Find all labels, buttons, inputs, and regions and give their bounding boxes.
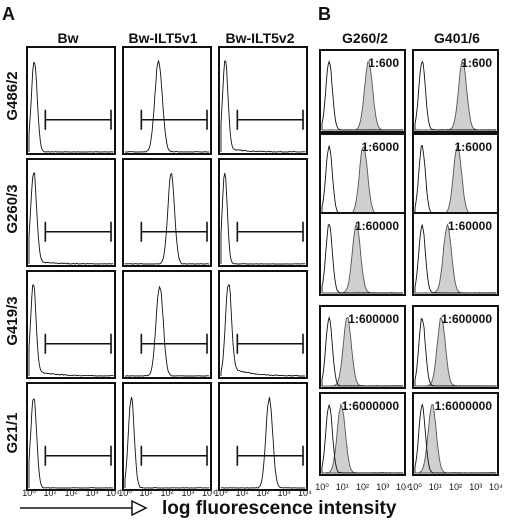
x-tick-label: 10¹ [43, 488, 56, 498]
dilution-label: 1:6000000 [435, 399, 493, 413]
histogram-trace [28, 62, 114, 153]
histogram-trace [28, 284, 114, 377]
panel-b-histograms: 1:600 1:600 1:6000 1:6000 1:60000 1:60000 1:60… [319, 49, 499, 476]
histogram-frame [26, 382, 116, 491]
panel-b-col-header: G401/6 [434, 30, 480, 46]
histogram-frame [412, 305, 499, 389]
x-tick-label: 10¹ [139, 488, 152, 498]
control-histogram [414, 60, 497, 131]
control-histogram [321, 60, 404, 131]
panel-a-col-header: Bw [58, 30, 79, 46]
x-tick-label: 10³ [469, 482, 482, 492]
x-tick-label: 10⁰ [214, 488, 228, 498]
histogram-frame [412, 212, 499, 296]
x-tick-label: 10³ [85, 488, 98, 498]
histogram-trace [125, 59, 209, 153]
panel-a-row-label: G21/1 [4, 413, 21, 454]
dilution-label: 1:60000 [448, 219, 492, 233]
dilution-label: 1:600000 [348, 312, 399, 326]
control-histogram [321, 404, 403, 474]
dilution-label: 1:6000 [362, 140, 400, 154]
panel-a-letter: A [2, 4, 15, 24]
histogram-trace [28, 398, 113, 489]
dilution-label: 1:60000 [355, 219, 399, 233]
control-histogram [321, 316, 403, 387]
x-tick-label: 10¹ [336, 482, 349, 492]
histogram-trace [220, 60, 306, 153]
panel-a-histograms [26, 46, 308, 491]
panel-b-col-header: G260/2 [342, 30, 388, 46]
histogram-trace [220, 173, 306, 265]
x-tick-label: 10⁴ [106, 488, 120, 498]
histogram-frame [218, 270, 308, 379]
x-tick-label: 10³ [376, 482, 389, 492]
histogram-frame [319, 305, 406, 389]
control-histogram [321, 224, 403, 294]
histogram-trace [220, 397, 305, 489]
x-tick-label: 10³ [181, 488, 194, 498]
x-axis-label: log fluorescence intensity [162, 498, 397, 519]
x-tick-label: 10⁰ [315, 482, 329, 492]
histogram-trace [124, 172, 210, 265]
x-tick-label: 10⁴ [396, 482, 410, 492]
x-tick-label: 10⁰ [22, 488, 36, 498]
histogram-frame [412, 392, 499, 476]
dilution-label: 1:600 [368, 56, 399, 70]
dilution-label: 1:600000 [441, 312, 492, 326]
histogram-frame [26, 46, 116, 155]
panel-a-col-header: Bw-ILT5v2 [226, 30, 295, 46]
x-tick-label: 10⁰ [118, 488, 132, 498]
x-tick-label: 10² [256, 488, 269, 498]
x-tick-label: 10⁴ [298, 488, 312, 498]
histogram-frame [26, 158, 116, 267]
x-tick-label: 10² [356, 482, 369, 492]
dilution-label: 1:600 [461, 56, 492, 70]
panel-a-row-label: G260/3 [4, 184, 21, 233]
control-histogram [414, 403, 497, 474]
panel-b-letter: B [318, 4, 331, 24]
histogram-trace [125, 285, 210, 377]
histogram-frame [218, 158, 308, 267]
x-tick-label: 10³ [277, 488, 290, 498]
x-axis-arrow [20, 499, 148, 517]
x-tick-label: 10⁴ [489, 482, 503, 492]
dilution-label: 1:6000 [455, 140, 493, 154]
panel-a-row-label: G486/2 [4, 71, 21, 120]
histogram-frame [122, 382, 212, 491]
x-tick-label: 10⁰ [408, 482, 422, 492]
x-tick-label: 10² [449, 482, 462, 492]
histogram-trace [220, 284, 305, 377]
histogram-frame [122, 158, 212, 267]
dilution-label: 1:6000000 [342, 399, 400, 413]
x-tick-label: 10⁴ [202, 488, 216, 498]
histogram-frame [122, 46, 212, 155]
histogram-frame [319, 212, 406, 296]
histogram-trace [124, 397, 210, 489]
control-histogram [414, 317, 497, 387]
control-histogram [414, 224, 497, 294]
histogram-frame [218, 46, 308, 155]
histogram-trace [28, 172, 114, 265]
histogram-frame [122, 270, 212, 379]
x-tick-label: 10¹ [429, 482, 442, 492]
x-tick-label: 10¹ [235, 488, 248, 498]
histogram-frame [26, 270, 116, 379]
panel-a-row-label: G419/3 [4, 296, 21, 345]
x-tick-label: 10² [160, 488, 173, 498]
x-tick-label: 10² [64, 488, 77, 498]
panel-a-col-header: Bw-ILT5v1 [129, 30, 198, 46]
